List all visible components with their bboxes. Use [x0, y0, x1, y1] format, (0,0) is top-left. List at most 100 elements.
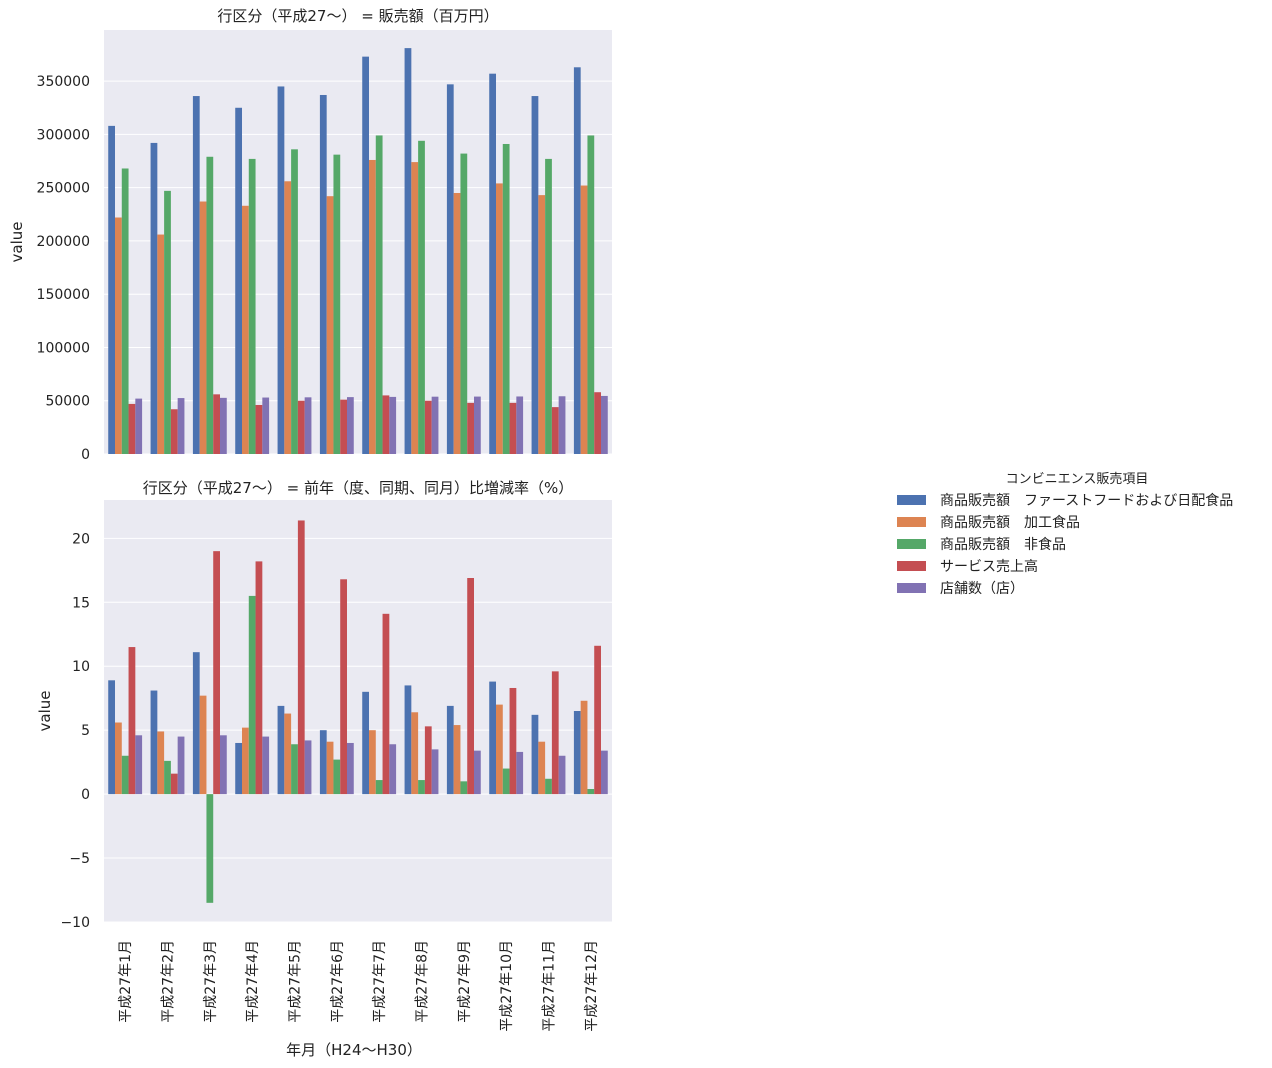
bar: [551, 671, 559, 795]
bar: [150, 142, 158, 454]
bar: [389, 744, 397, 795]
bar: [424, 400, 432, 454]
y-tick-label: 10: [72, 659, 90, 675]
bar: [375, 780, 383, 795]
growth-y-tick-labels: −10 −5 0 5 10 15 20: [60, 531, 90, 931]
bar: [509, 402, 517, 454]
bar: [600, 750, 608, 795]
x-tick-label: 平成27年5月: [288, 940, 304, 1023]
bar: [600, 395, 608, 454]
growth-bars: [108, 520, 608, 903]
x-tick-label: 平成27年10月: [499, 940, 515, 1032]
x-tick-label: 平成27年4月: [245, 940, 261, 1023]
y-tick-label: 350000: [37, 74, 90, 90]
bar: [467, 402, 474, 454]
bar: [369, 159, 376, 454]
bar: [177, 398, 185, 454]
bar: [531, 714, 539, 795]
sales-gridlines: [104, 80, 612, 455]
bar: [545, 158, 552, 454]
bar: [594, 392, 601, 454]
y-tick-label: 5: [81, 723, 90, 739]
bar: [326, 196, 334, 454]
legend-swatch: [897, 583, 926, 593]
y-tick-label: 100000: [37, 340, 90, 356]
bar: [242, 205, 249, 454]
bar: [340, 399, 347, 454]
bar: [235, 742, 243, 795]
bar: [164, 760, 171, 795]
sales-y-axis-label: value: [8, 222, 26, 263]
x-axis-label: 年月（H24〜H30）: [286, 1041, 422, 1059]
bar: [219, 397, 227, 454]
bar: [170, 409, 178, 454]
sales-plot-area: [104, 30, 612, 454]
legend-title: コンビニエンス販売項目: [1006, 471, 1149, 487]
bar: [135, 735, 143, 795]
growth-y-axis-label: value: [36, 691, 54, 732]
y-tick-label: 0: [81, 447, 90, 463]
bar: [206, 794, 214, 903]
bar: [235, 107, 243, 454]
bar: [291, 744, 298, 795]
bar: [496, 704, 503, 795]
bar: [192, 96, 200, 454]
bar: [545, 778, 552, 795]
x-tick-label: 平成27年2月: [161, 940, 177, 1023]
bar: [291, 149, 298, 454]
bar: [219, 735, 227, 795]
bar: [496, 183, 503, 454]
y-tick-label: 300000: [37, 127, 90, 143]
bar: [177, 736, 185, 795]
bar: [538, 741, 546, 795]
bar: [369, 730, 376, 795]
y-tick-label: 15: [72, 595, 90, 611]
bar: [580, 185, 588, 454]
bar: [558, 396, 566, 454]
bar: [531, 96, 539, 454]
bar: [164, 190, 171, 454]
bar: [473, 750, 481, 795]
bar: [489, 73, 497, 454]
bar: [446, 84, 454, 454]
bar: [418, 780, 425, 795]
bar: [382, 395, 390, 454]
bar: [587, 135, 595, 454]
legend-label: サービス売上高: [940, 558, 1038, 575]
y-tick-label: −10: [60, 915, 90, 931]
bar: [277, 705, 285, 795]
legend-swatch: [897, 495, 926, 505]
x-tick-label: 平成27年8月: [415, 940, 431, 1023]
bar: [389, 396, 397, 454]
bar: [418, 140, 425, 454]
bar: [248, 595, 256, 795]
bar: [206, 156, 214, 454]
bar: [516, 396, 524, 454]
bar: [411, 162, 419, 454]
bar: [431, 396, 439, 454]
bar: [375, 135, 383, 454]
bar: [502, 143, 510, 455]
legend-swatch: [897, 539, 926, 549]
bar: [333, 154, 341, 454]
legend-swatch: [897, 561, 926, 571]
bar: [157, 731, 165, 795]
bar: [460, 781, 468, 795]
bar: [128, 403, 136, 454]
bar: [115, 722, 122, 795]
bar: [262, 397, 270, 454]
sales-bars: [108, 48, 608, 455]
legend-label: 商品販売額 ファーストフードおよび日配食品: [940, 492, 1233, 509]
x-tick-label: 平成27年12月: [584, 940, 600, 1032]
bar: [489, 681, 497, 795]
bar: [424, 726, 432, 795]
bar: [333, 759, 341, 795]
bar: [297, 400, 305, 454]
bar: [284, 181, 292, 455]
x-tick-labels: 平成27年1月 平成27年2月 平成27年3月 平成27年4月 平成27年5月 平成27年…: [118, 940, 600, 1032]
x-tick-label: 平成27年3月: [203, 940, 219, 1023]
bar: [192, 652, 200, 795]
